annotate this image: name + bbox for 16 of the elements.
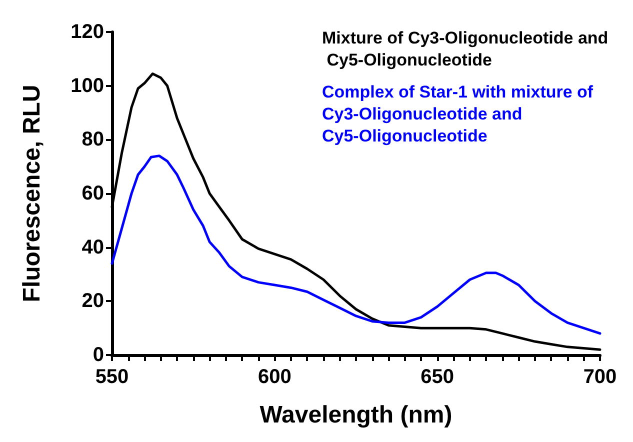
y-tick-label: 80 [82,128,104,151]
y-tick-label: 120 [70,21,104,43]
x-tick-label: 550 [95,366,129,388]
x-tick-label: 600 [258,366,292,388]
text: Complex of Star-1 with mixture of Cy3-Oligonucleotide and Cy5-Oligonucleotide [322,82,598,146]
line-series [110,154,602,335]
x-tick-label: 700 [583,366,617,388]
y-tick-label: 100 [70,74,104,97]
y-tick-label: 60 [82,182,104,204]
text: Mixture of Cy3-Oligonucleotide and Cy5-Oligonucleotide [322,28,608,70]
y-tick-label: 20 [82,290,104,312]
y-tick-label: 0 [92,344,104,366]
x-tick-label: 650 [420,366,454,388]
y-axis-title: Fluorescence, RLU [18,84,46,302]
y-tick-label: 40 [82,236,104,258]
x-axis-title: Wavelength (nm) [260,402,452,428]
